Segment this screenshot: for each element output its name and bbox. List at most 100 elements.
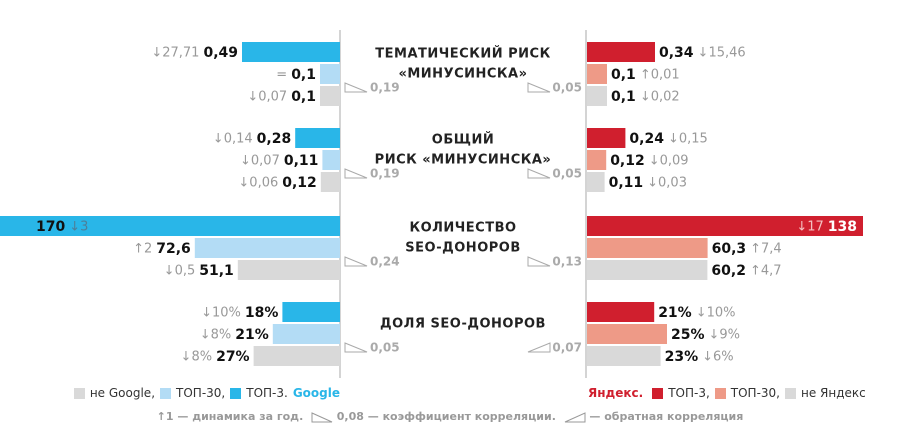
bar	[295, 128, 340, 148]
legend-brand: Google	[292, 386, 340, 400]
delta-label: ↓0,03	[647, 176, 687, 191]
value-label: 138	[828, 219, 857, 235]
delta-label: ↓8%	[200, 328, 232, 343]
value-label: 0,1	[611, 67, 636, 83]
correlation-label: 0,19	[370, 81, 400, 95]
bar	[587, 216, 863, 236]
bar	[282, 302, 340, 322]
value-label: 72,6	[156, 241, 191, 257]
value-label: 0,49	[203, 45, 238, 61]
legend-label: ТОП-30,	[730, 386, 780, 400]
value-label: 0,28	[257, 131, 292, 147]
value-label: 21%	[658, 305, 692, 321]
legend-brand: Яндекс.	[588, 386, 644, 400]
value-label: 0,11	[284, 153, 319, 169]
group-title: КОЛИЧЕСТВО	[409, 221, 516, 236]
footnote-dynamics: ↑1 — динамика за год.	[156, 410, 304, 423]
bar	[194, 238, 340, 258]
value-label: 21%	[235, 327, 269, 343]
legend-label: ТОП-3,	[668, 386, 710, 400]
delta-label: ↓17	[796, 220, 823, 235]
legend-swatch	[714, 387, 726, 399]
reverse-corr-icon	[564, 411, 586, 422]
bar	[320, 86, 340, 106]
delta-label: ↓6%	[702, 350, 734, 365]
corr-icon	[527, 342, 551, 353]
bar	[272, 324, 340, 344]
delta-label: ↓0,07	[247, 90, 287, 105]
value-label: 0,12	[282, 175, 317, 191]
correlation-label: 0,05	[370, 341, 400, 355]
corr-icon	[527, 256, 551, 267]
value-label: 18%	[245, 305, 279, 321]
bar	[587, 128, 626, 148]
value-label: 23%	[665, 349, 699, 365]
group-title: «МИНУСИНСКА»	[398, 67, 527, 82]
group-title: ТЕМАТИЧЕСКИЙ РИСК	[375, 46, 550, 62]
delta-label: ↓0,07	[240, 154, 280, 169]
bar	[587, 238, 708, 258]
corr-icon	[527, 168, 551, 179]
legend-label: ТОП-3.	[246, 386, 288, 400]
correlation-label: 0,05	[552, 81, 582, 95]
value-label: 0,34	[659, 45, 694, 61]
legend-label: не Google,	[89, 386, 156, 400]
delta-label: ↓15,46	[698, 46, 746, 61]
value-label: 25%	[671, 327, 705, 343]
bar	[587, 324, 667, 344]
bar	[587, 64, 607, 84]
delta-label: ↑0,01	[640, 68, 680, 83]
correlation-label: 0,24	[370, 255, 400, 269]
legend-swatch	[784, 387, 796, 399]
value-label: 60,2	[711, 263, 746, 279]
corr-icon	[344, 256, 368, 267]
delta-label: ↑2	[133, 242, 152, 257]
corr-icon	[311, 411, 333, 422]
delta-label: ↓0,09	[649, 154, 689, 169]
legend-swatch	[73, 387, 85, 399]
value-label: 0,1	[291, 89, 316, 105]
value-label: 0,11	[609, 175, 644, 191]
correlation-label: 0,19	[370, 167, 400, 181]
chart: ТЕМАТИЧЕСКИЙ РИСК «МИНУСИНСКА» 0,49 ↓27,71 0…	[0, 30, 863, 378]
value-label: 27%	[216, 349, 250, 365]
legend-swatch	[160, 387, 172, 399]
corr-icon	[344, 168, 368, 179]
legend-label: не Яндекс	[800, 386, 866, 400]
bar	[587, 42, 655, 62]
delta-label: ↓10%	[201, 306, 241, 321]
group-title: SEO-ДОНОРОВ	[405, 241, 520, 256]
legend-swatch	[230, 387, 242, 399]
bar	[253, 346, 340, 366]
delta-label: =	[276, 68, 287, 83]
value-label: 0,12	[610, 153, 645, 169]
value-label: 60,3	[712, 241, 747, 257]
bar	[320, 64, 340, 84]
delta-label: ↓8%	[181, 350, 213, 365]
delta-label: ↓3	[69, 220, 88, 235]
legend-label: ТОП-30,	[176, 386, 226, 400]
bar	[322, 150, 340, 170]
corr-icon	[344, 82, 368, 93]
bar	[587, 150, 607, 170]
bar	[587, 172, 605, 192]
group-title: ДОЛЯ SEO-ДОНОРОВ	[380, 317, 546, 332]
value-label: 0,1	[611, 89, 636, 105]
bar	[242, 42, 340, 62]
delta-label: ↑4,7	[750, 264, 782, 279]
legend-swatch	[652, 387, 664, 399]
corr-icon	[344, 342, 368, 353]
delta-label: ↑7,4	[750, 242, 782, 257]
bar	[587, 302, 655, 322]
delta-label: ↓10%	[696, 306, 736, 321]
group-title: РИСК «МИНУСИНСКА»	[375, 153, 552, 168]
value-label: 0,24	[629, 131, 664, 147]
delta-label: ↓0,06	[238, 176, 278, 191]
delta-label: ↓0,15	[668, 132, 708, 147]
delta-label: ↓9%	[709, 328, 741, 343]
delta-label: ↓0,02	[640, 90, 680, 105]
value-label: 51,1	[199, 263, 234, 279]
footnote: ↑1 — динамика за год. 0,08 — коэффициент…	[0, 410, 900, 423]
bar	[587, 260, 708, 280]
